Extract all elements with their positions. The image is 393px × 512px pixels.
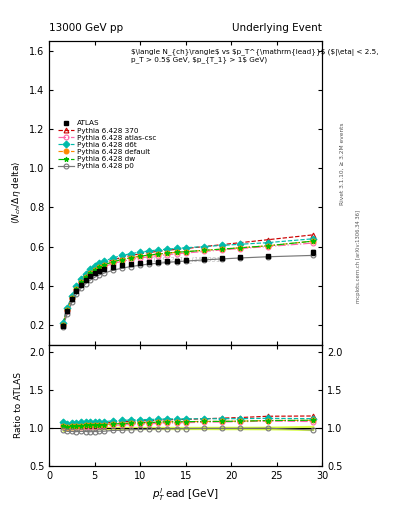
Text: mcplots.cern.ch [arXiv:1306.34 36]: mcplots.cern.ch [arXiv:1306.34 36] — [356, 209, 361, 303]
Legend: ATLAS, Pythia 6.428 370, Pythia 6.428 atlas-csc, Pythia 6.428 d6t, Pythia 6.428 : ATLAS, Pythia 6.428 370, Pythia 6.428 at… — [55, 117, 160, 172]
Text: Underlying Event: Underlying Event — [232, 23, 322, 33]
X-axis label: $p_T^l\,\mathrm{ead}$ [GeV]: $p_T^l\,\mathrm{ead}$ [GeV] — [152, 486, 219, 503]
Text: 13000 GeV pp: 13000 GeV pp — [49, 23, 123, 33]
Text: $\langle N_{ch}\rangle$ vs $p_T^{\mathrm{lead}}$ ($|\eta| < 2.5, p_T > 0.5$ GeV,: $\langle N_{ch}\rangle$ vs $p_T^{\mathrm… — [131, 49, 378, 63]
Y-axis label: $\langle N_{ch}/\Delta\eta\ \mathrm{delta}\rangle$: $\langle N_{ch}/\Delta\eta\ \mathrm{delt… — [10, 161, 23, 224]
Text: ATLAS_2017_I1509919: ATLAS_2017_I1509919 — [145, 256, 226, 263]
Text: Rivet 3.1.10, ≥ 3.2M events: Rivet 3.1.10, ≥ 3.2M events — [340, 122, 345, 205]
Y-axis label: Ratio to ATLAS: Ratio to ATLAS — [14, 372, 23, 438]
